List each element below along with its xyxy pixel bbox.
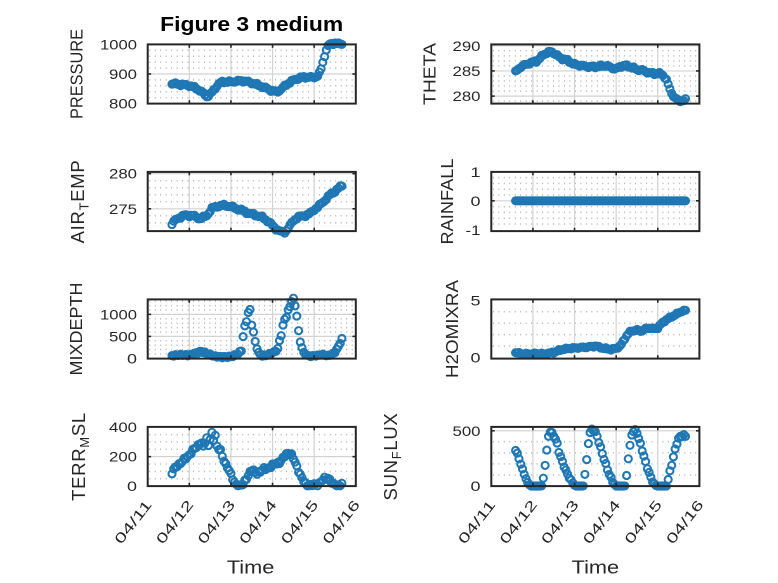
svg-text:200: 200 bbox=[109, 449, 137, 465]
svg-text:H2OMIXRA: H2OMIXRA bbox=[442, 280, 462, 378]
svg-text:1: 1 bbox=[471, 164, 481, 180]
svg-text:AIRT​EMP: AIRT​EMP bbox=[67, 160, 91, 244]
svg-text:PRESSURE: PRESSURE bbox=[67, 29, 87, 119]
svg-text:5: 5 bbox=[471, 292, 481, 308]
svg-text:SUNF​LUX: SUNF​LUX bbox=[380, 413, 404, 501]
svg-text:MIXDEPTH: MIXDEPTH bbox=[66, 283, 86, 376]
svg-text:280: 280 bbox=[453, 88, 481, 104]
svg-text:500: 500 bbox=[453, 423, 481, 439]
svg-text:275: 275 bbox=[109, 201, 137, 217]
svg-text:0: 0 bbox=[471, 478, 481, 494]
svg-text:Time: Time bbox=[572, 557, 620, 578]
svg-text:Time: Time bbox=[227, 557, 275, 578]
svg-text:TERRM​SL: TERRM​SL bbox=[68, 412, 92, 501]
svg-text:290: 290 bbox=[453, 38, 481, 54]
svg-text:0: 0 bbox=[471, 349, 481, 365]
svg-text:285: 285 bbox=[453, 63, 481, 79]
svg-text:RAINFALL: RAINFALL bbox=[437, 158, 457, 244]
svg-text:1000: 1000 bbox=[100, 306, 137, 322]
svg-text:0: 0 bbox=[127, 478, 137, 494]
svg-text:THETA: THETA bbox=[419, 43, 439, 105]
svg-text:900: 900 bbox=[109, 66, 137, 82]
svg-text:500: 500 bbox=[109, 328, 137, 344]
svg-text:0: 0 bbox=[471, 193, 481, 209]
svg-text:280: 280 bbox=[109, 166, 137, 182]
svg-text:800: 800 bbox=[109, 96, 137, 112]
svg-text:0: 0 bbox=[127, 350, 137, 366]
svg-text:-1: -1 bbox=[466, 222, 481, 238]
svg-text:1000: 1000 bbox=[100, 36, 137, 52]
svg-text:400: 400 bbox=[109, 419, 137, 435]
svg-text:Figure 3 medium: Figure 3 medium bbox=[160, 13, 343, 36]
